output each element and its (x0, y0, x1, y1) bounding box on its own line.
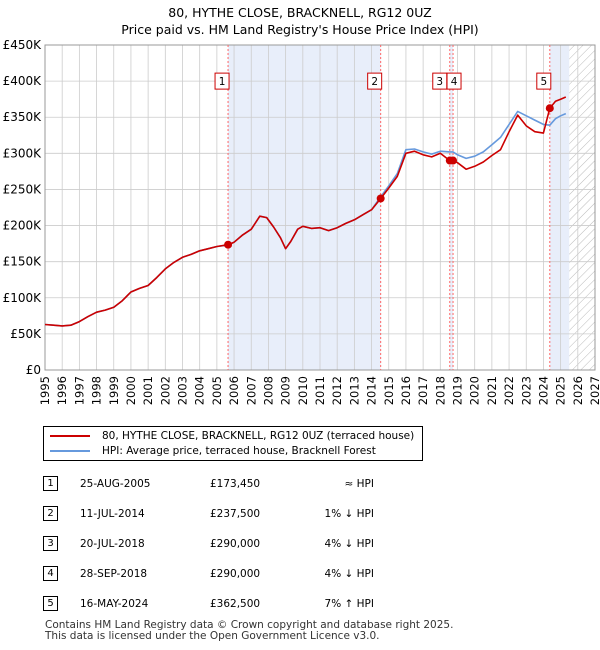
x-tick-label: 2019 (451, 376, 465, 405)
table-row: 2 11-JUL-2014 £237,500 1% ↓ HPI (0, 504, 600, 524)
sale-date: 16-MAY-2024 (80, 598, 149, 610)
footer-line-1: Contains HM Land Registry data © Crown c… (45, 619, 454, 631)
x-tick-label: 2027 (588, 376, 600, 405)
sale-number-badge: 5 (43, 596, 58, 611)
ownership-band (228, 45, 381, 370)
sale-point (376, 194, 385, 203)
table-row: 5 16-MAY-2024 £362,500 7% ↑ HPI (0, 594, 600, 614)
x-tick-label: 2016 (399, 376, 413, 405)
x-tick-label: 2007 (244, 376, 258, 405)
y-tick-label: £0 (26, 363, 41, 377)
x-tick-label: 2004 (193, 376, 207, 405)
sale-point (449, 156, 458, 165)
price-chart: £0 £50K £100K £150K £200K £250K £300K £350K £400… (3, 38, 600, 405)
sale-label-number: 5 (540, 76, 547, 88)
x-tick-label: 2020 (468, 376, 482, 405)
x-tick-label: 2010 (296, 376, 310, 405)
x-tick-label: 2003 (176, 376, 190, 405)
x-tick-label: 2012 (330, 376, 344, 405)
x-tick-label: 2018 (433, 376, 447, 405)
x-tick-label: 2013 (347, 376, 361, 405)
x-tick-label: 2022 (502, 376, 516, 405)
sale-number-badge: 2 (43, 506, 58, 521)
x-tick-label: 2011 (313, 376, 327, 405)
price-paid-line (44, 96, 567, 327)
y-tick-label: £450K (3, 38, 43, 52)
sale-hpi-comparison: 1% ↓ HPI (324, 508, 374, 520)
x-tick-label: 2005 (210, 376, 224, 405)
table-row: 3 20-JUL-2018 £290,000 4% ↓ HPI (0, 534, 600, 554)
y-tick-label: £50K (10, 327, 42, 341)
legend-swatch-price (50, 435, 90, 437)
legend: 80, HYTHE CLOSE, BRACKNELL, RG12 0UZ (te… (43, 426, 423, 461)
sale-hpi-comparison: ≈ HPI (344, 478, 374, 490)
sale-point (545, 104, 554, 113)
x-tick-label: 2000 (124, 376, 138, 405)
x-tick-label: 2017 (416, 376, 430, 405)
sale-label-number: 4 (451, 76, 458, 88)
legend-label-price: 80, HYTHE CLOSE, BRACKNELL, RG12 0UZ (te… (102, 430, 415, 442)
ownership-band (549, 45, 570, 370)
sale-number-badge: 3 (43, 536, 58, 551)
x-tick-label: 1996 (55, 376, 69, 405)
chart-title: 80, HYTHE CLOSE, BRACKNELL, RG12 0UZ Pri… (0, 4, 600, 38)
legend-swatch-hpi (50, 450, 90, 452)
sale-date: 20-JUL-2018 (80, 538, 145, 550)
table-row: 4 28-SEP-2018 £290,000 4% ↓ HPI (0, 564, 600, 584)
plot-frame (44, 44, 596, 371)
y-tick-label: £300K (3, 146, 43, 160)
sale-label-box (536, 72, 552, 90)
y-tick-label: £100K (3, 291, 43, 305)
y-tick-label: £250K (3, 182, 43, 196)
legend-label-hpi: HPI: Average price, terraced house, Brac… (102, 445, 376, 457)
x-tick-label: 2001 (141, 376, 155, 405)
sale-label-number: 2 (371, 76, 378, 88)
x-tick-label: 1997 (72, 376, 86, 405)
x-tick-label: 2002 (158, 376, 172, 405)
x-tick-label: 2006 (227, 376, 241, 405)
x-tick-label: 2008 (261, 376, 275, 405)
sale-point (224, 240, 233, 249)
sale-label-number: 1 (219, 76, 226, 88)
table-row: 1 25-AUG-2005 £173,450 ≈ HPI (0, 474, 600, 494)
title-line-1: 80, HYTHE CLOSE, BRACKNELL, RG12 0UZ (168, 5, 432, 20)
x-tick-label: 1995 (38, 376, 52, 405)
x-tick-label: 2025 (554, 376, 568, 405)
sale-hpi-comparison: 4% ↓ HPI (324, 538, 374, 550)
x-tick-label: 1998 (90, 376, 104, 405)
x-tick-label: 2021 (485, 376, 499, 405)
title-line-2: Price paid vs. HM Land Registry's House … (121, 22, 479, 37)
x-tick-label: 1999 (107, 376, 121, 405)
sale-date: 28-SEP-2018 (80, 568, 148, 580)
sale-number-badge: 4 (43, 566, 58, 581)
footer-line-2: This data is licensed under the Open Gov… (45, 630, 380, 642)
x-tick-label: 2009 (279, 376, 293, 405)
y-tick-label: £400K (3, 74, 43, 88)
ownership-band (449, 45, 454, 370)
sale-price: £173,450 (210, 478, 261, 490)
sale-price: £290,000 (210, 568, 261, 580)
footer-attribution: Contains HM Land Registry data © Crown c… (45, 620, 453, 642)
forecast-hatch (569, 45, 595, 370)
sale-label-box (214, 72, 230, 90)
y-tick-label: £350K (3, 110, 43, 124)
sale-label-box (367, 72, 383, 90)
sale-hpi-comparison: 7% ↑ HPI (324, 598, 374, 610)
sale-price: £362,500 (210, 598, 261, 610)
y-tick-label: £200K (3, 219, 43, 233)
x-tick-label: 2026 (571, 376, 585, 405)
sale-date: 25-AUG-2005 (80, 478, 151, 490)
x-tick-label: 2024 (536, 376, 550, 405)
sale-hpi-comparison: 4% ↓ HPI (324, 568, 374, 580)
y-tick-label: £150K (3, 255, 43, 269)
sale-date: 11-JUL-2014 (80, 508, 145, 520)
sale-price: £237,500 (210, 508, 261, 520)
x-tick-label: 2023 (519, 376, 533, 405)
x-tick-label: 2015 (382, 376, 396, 405)
sale-price: £290,000 (210, 538, 261, 550)
x-tick-label: 2014 (365, 376, 379, 405)
sale-label-number: 3 (436, 76, 443, 88)
sale-label-box (446, 72, 462, 90)
sale-number-badge: 1 (43, 476, 58, 491)
